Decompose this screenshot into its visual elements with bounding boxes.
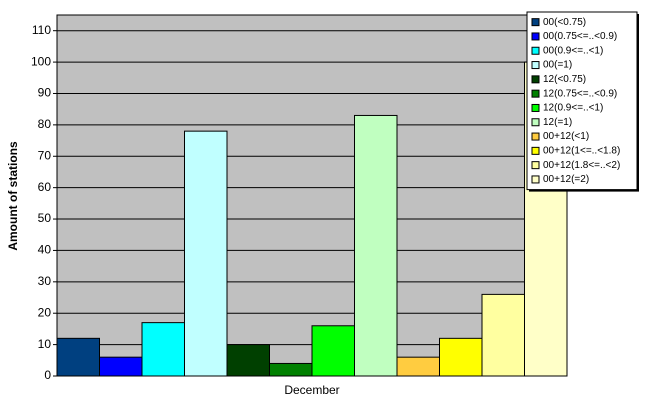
legend-swatch [531,132,540,141]
y-tick-label: 110 [32,23,51,37]
y-tick-label: 90 [38,86,52,100]
legend-swatch [531,61,540,70]
bar [56,337,100,377]
legend-label: 00+12(1<=..<1.8) [543,145,620,156]
bar [311,325,355,377]
x-tick-label: December [284,383,339,397]
y-tick-label: 100 [31,54,51,68]
y-tick-label: 80 [38,117,52,131]
y-tick-label: 40 [38,243,52,257]
plot-frame [56,14,568,377]
legend-swatch [531,89,540,98]
bar [141,322,185,377]
y-axis-label: Amount of stations [6,141,20,251]
bar [226,344,270,377]
y-tick-label: 60 [38,180,52,194]
legend-box [526,11,638,191]
y-tick-label: 50 [38,211,52,225]
legend-label: 12(<0.75) [543,74,586,85]
legend-swatch [531,32,540,41]
bar [396,356,440,377]
legend-label: 00+12(1.8<=..<2) [543,160,620,171]
bar [99,356,143,377]
legend-swatch [531,103,540,112]
bar [269,362,313,377]
y-tick-label: 0 [44,368,51,382]
legend-swatch [531,161,540,170]
y-tick-label: 10 [38,337,52,351]
legend-swatch [531,146,540,155]
legend-label: 00+12(<1) [543,131,589,142]
legend-label: 12(0.9<=..<1) [543,103,603,114]
legend-label: 12(0.75<=..<0.9) [543,88,617,99]
legend-label: 00(<0.75) [543,17,586,28]
y-tick-label: 70 [38,148,52,162]
legend-swatch [531,175,540,184]
legend-label: 00(=1) [543,60,572,71]
y-tick-label: 20 [38,305,52,319]
legend-swatch [531,18,540,27]
legend-swatch [531,46,540,55]
bar [481,293,525,377]
bar [439,337,483,377]
y-tick-label: 30 [38,274,52,288]
legend-label: 00(0.75<=..<0.9) [543,31,617,42]
legend-label: 12(=1) [543,117,572,128]
legend-label: 00+12(=2) [543,174,589,185]
legend-swatch [531,118,540,127]
legend-label: 00(0.9<=..<1) [543,45,603,56]
legend: 00(<0.75) 00(0.75<=..<0.9) 00(0.9<=..<1) 00… [526,11,639,192]
bar [184,130,228,377]
bar [354,114,398,377]
legend-swatch [531,75,540,84]
